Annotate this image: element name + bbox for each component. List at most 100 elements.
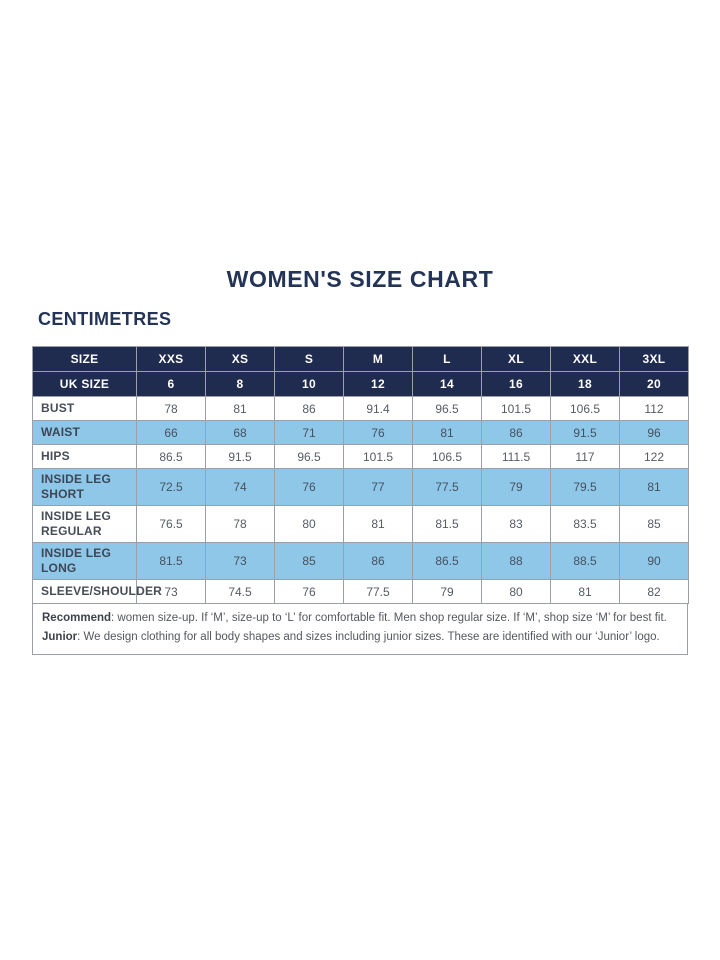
footnote-recommend-label: Recommend xyxy=(42,612,112,624)
measurement-value-cell: 76 xyxy=(274,579,344,604)
footnote-recommend: Recommend: women size-up. If ‘M’, size-u… xyxy=(42,609,678,628)
uk-size-value: 6 xyxy=(136,371,206,397)
measurement-row: HIPS 86.5 91.5 96.5 101.5 106.5 111.5 117 122 xyxy=(32,444,689,469)
measurement-row: INSIDE LEG SHORT 72.5 74 76 77 77.5 79 79.5 81 xyxy=(32,468,689,506)
measurement-row: WAIST 66 68 71 76 81 86 91.5 96 xyxy=(32,420,689,445)
measurement-value-cell: 91.5 xyxy=(550,420,620,445)
measurement-value-cell: 73 xyxy=(205,542,275,580)
measurement-value-cell: 81 xyxy=(412,420,482,445)
measurement-value-cell: 81.5 xyxy=(136,542,206,580)
measurement-value-cell: 83 xyxy=(481,505,551,543)
measurement-value-cell: 74 xyxy=(205,468,275,506)
measurement-value-cell: 85 xyxy=(274,542,344,580)
measurement-value-cell: 66 xyxy=(136,420,206,445)
measurement-value-cell: 68 xyxy=(205,420,275,445)
size-column-header: 3XL xyxy=(619,346,689,372)
measurement-value-cell: 71 xyxy=(274,420,344,445)
measurement-value-cell: 86.5 xyxy=(412,542,482,580)
measurement-value-cell: 74.5 xyxy=(205,579,275,604)
measurement-row-label: INSIDE LEG REGULAR xyxy=(32,505,137,543)
size-table-head: SIZE XXS XS S M L XL XXL 3XL UK SIZE 6 8 10 12 14 16 18 2… xyxy=(32,346,689,397)
size-table-container: SIZE XXS XS S M L XL XXL 3XL UK SIZE 6 8 10 12 14 16 18 2… xyxy=(32,346,689,655)
measurement-row-label: WAIST xyxy=(32,420,137,445)
measurement-value-cell: 77 xyxy=(343,468,413,506)
measurement-value-cell: 76 xyxy=(343,420,413,445)
measurement-value-cell: 81 xyxy=(619,468,689,506)
measurement-value-cell: 82 xyxy=(619,579,689,604)
measurement-value-cell: 77.5 xyxy=(343,579,413,604)
size-column-header: S xyxy=(274,346,344,372)
size-table: SIZE XXS XS S M L XL XXL 3XL UK SIZE 6 8 10 12 14 16 18 2… xyxy=(32,346,689,604)
measurement-value-cell: 106.5 xyxy=(550,396,620,421)
measurement-value-cell: 79 xyxy=(412,579,482,604)
measurement-row: SLEEVE/SHOULDER 73 74.5 76 77.5 79 80 81 82 xyxy=(32,579,689,604)
size-column-header: XL xyxy=(481,346,551,372)
measurement-value-cell: 101.5 xyxy=(481,396,551,421)
measurement-value-cell: 76 xyxy=(274,468,344,506)
measurement-value-cell: 81.5 xyxy=(412,505,482,543)
size-column-header: M xyxy=(343,346,413,372)
measurement-value-cell: 106.5 xyxy=(412,444,482,469)
measurement-value-cell: 96.5 xyxy=(274,444,344,469)
uk-size-value: 10 xyxy=(274,371,344,397)
measurement-value-cell: 91.4 xyxy=(343,396,413,421)
measurement-value-cell: 77.5 xyxy=(412,468,482,506)
measurement-value-cell: 80 xyxy=(274,505,344,543)
measurement-value-cell: 88.5 xyxy=(550,542,620,580)
unit-label: CENTIMETRES xyxy=(38,309,172,329)
measurement-value-cell: 81 xyxy=(550,579,620,604)
measurement-row: INSIDE LEG REGULAR 76.5 78 80 81 81.5 83 83.5 85 xyxy=(32,505,689,543)
measurement-value-cell: 80 xyxy=(481,579,551,604)
measurement-value-cell: 72.5 xyxy=(136,468,206,506)
measurement-row-label: SLEEVE/SHOULDER xyxy=(32,579,162,604)
footnote-junior: Junior: We design clothing for all body … xyxy=(42,628,678,647)
measurement-value-cell: 86 xyxy=(274,396,344,421)
measurement-row: INSIDE LEG LONG 81.5 73 85 86 86.5 88 88.5 90 xyxy=(32,542,689,580)
measurement-value-cell: 96 xyxy=(619,420,689,445)
header-row-label: UK SIZE xyxy=(32,371,137,397)
uk-size-value: 20 xyxy=(619,371,689,397)
measurement-value-cell: 111.5 xyxy=(481,444,551,469)
measurement-value-cell: 83.5 xyxy=(550,505,620,543)
size-column-header: L xyxy=(412,346,482,372)
footnote-junior-label: Junior xyxy=(42,631,78,643)
measurement-value-cell: 122 xyxy=(619,444,689,469)
measurement-value-cell: 78 xyxy=(205,505,275,543)
uk-size-header-row: UK SIZE 6 8 10 12 14 16 18 20 xyxy=(32,371,689,397)
header-row-label: SIZE xyxy=(32,346,137,372)
uk-size-value: 12 xyxy=(343,371,413,397)
measurement-row-label: INSIDE LEG SHORT xyxy=(32,468,137,506)
size-table-body: BUST 78 81 86 91.4 96.5 101.5 106.5 112 WAIST 66 68… xyxy=(32,396,689,604)
measurement-row-label: HIPS xyxy=(32,444,137,469)
measurement-value-cell: 91.5 xyxy=(205,444,275,469)
measurement-value-cell: 96.5 xyxy=(412,396,482,421)
measurement-value-cell: 86.5 xyxy=(136,444,206,469)
uk-size-value: 8 xyxy=(205,371,275,397)
size-chart-page: WOMEN'S SIZE CHART CENTIMETRES SIZE XXS XS… xyxy=(32,266,689,655)
footnote: Recommend: women size-up. If ‘M’, size-u… xyxy=(32,603,688,655)
measurement-row: BUST 78 81 86 91.4 96.5 101.5 106.5 112 xyxy=(32,396,689,421)
measurement-row-label: INSIDE LEG LONG xyxy=(32,542,137,580)
measurement-value-cell: 90 xyxy=(619,542,689,580)
measurement-value-cell: 79.5 xyxy=(550,468,620,506)
uk-size-value: 18 xyxy=(550,371,620,397)
measurement-row-label: BUST xyxy=(32,396,137,421)
measurement-value-cell: 117 xyxy=(550,444,620,469)
measurement-value-cell: 78 xyxy=(136,396,206,421)
measurement-value-cell: 81 xyxy=(205,396,275,421)
footnote-recommend-text: : women size-up. If ‘M’, size-up to ‘L’ … xyxy=(111,612,667,624)
measurement-value-cell: 81 xyxy=(343,505,413,543)
measurement-value-cell: 86 xyxy=(481,420,551,445)
footnote-junior-text: : We design clothing for all body shapes… xyxy=(77,631,660,643)
size-column-header: XXL xyxy=(550,346,620,372)
size-column-header: XS xyxy=(205,346,275,372)
measurement-value-cell: 76.5 xyxy=(136,505,206,543)
measurement-value-cell: 73 xyxy=(136,579,206,604)
measurement-value-cell: 88 xyxy=(481,542,551,580)
measurement-value-cell: 86 xyxy=(343,542,413,580)
uk-size-value: 14 xyxy=(412,371,482,397)
size-column-header: XXS xyxy=(136,346,206,372)
measurement-value-cell: 112 xyxy=(619,396,689,421)
measurement-value-cell: 79 xyxy=(481,468,551,506)
uk-size-value: 16 xyxy=(481,371,551,397)
